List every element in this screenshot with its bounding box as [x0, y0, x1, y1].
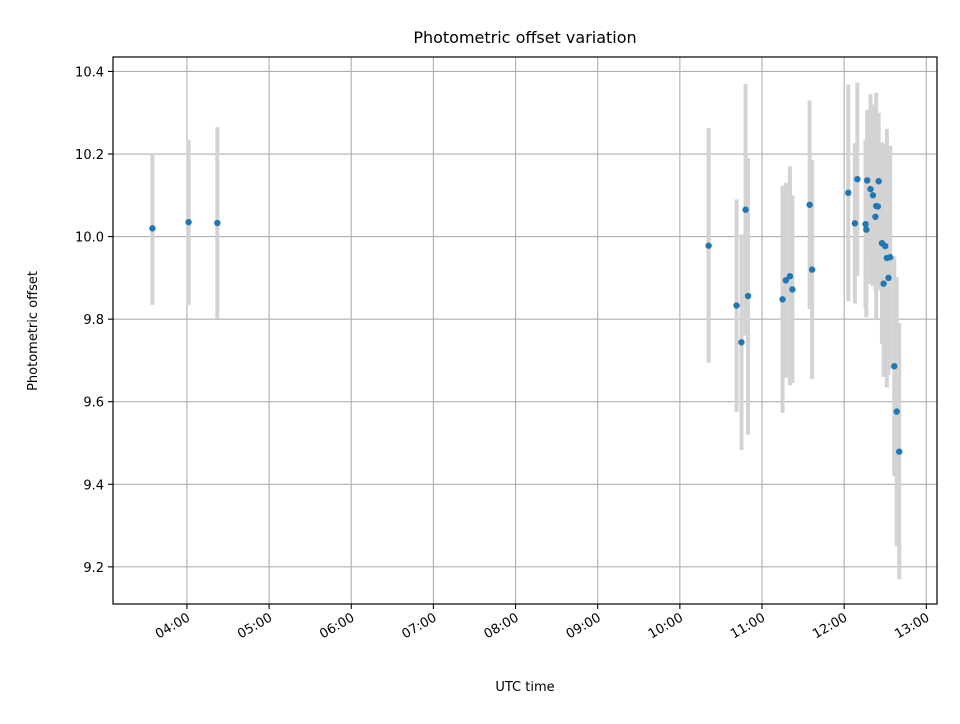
data-point [875, 178, 882, 185]
data-point [779, 296, 786, 303]
data-point [869, 192, 877, 199]
data-point [738, 339, 745, 346]
y-tick-label: 9.2 [83, 561, 104, 576]
data-points [149, 175, 903, 455]
data-point [149, 225, 156, 232]
data-point [806, 201, 813, 208]
data-point [893, 408, 900, 415]
data-point [705, 242, 712, 249]
grid [113, 57, 937, 604]
data-point [214, 219, 221, 227]
data-point [863, 226, 870, 233]
y-tick-label: 9.6 [83, 396, 104, 411]
y-tick-label: 10.0 [75, 231, 104, 246]
y-tick-label: 10.2 [75, 148, 104, 163]
data-point [185, 218, 192, 226]
plot-frame [112, 56, 938, 605]
data-point [845, 189, 852, 197]
data-point [891, 363, 898, 370]
data-point [885, 274, 892, 282]
chart-title: Photometric offset variation [413, 28, 636, 47]
data-point [863, 177, 871, 184]
data-point [867, 185, 874, 193]
data-point [854, 175, 861, 183]
data-point [733, 302, 740, 309]
data-point [872, 213, 879, 220]
x-axis-label: UTC time [495, 680, 554, 695]
data-point [880, 280, 887, 287]
data-point [896, 448, 903, 455]
data-point [742, 206, 749, 213]
data-point [851, 220, 859, 227]
data-point [789, 286, 796, 293]
data-point [786, 273, 794, 280]
data-point [874, 203, 882, 210]
y-axis-label: Photometric offset [26, 271, 41, 391]
y-tick-label: 9.8 [83, 313, 104, 328]
y-tick-label: 9.4 [83, 478, 104, 493]
data-point [808, 266, 816, 273]
data-point [886, 254, 894, 261]
data-point [782, 277, 790, 284]
y-tick-label: 10.4 [75, 65, 104, 80]
data-point [862, 220, 869, 228]
data-point [744, 292, 752, 300]
data-point [882, 242, 889, 250]
